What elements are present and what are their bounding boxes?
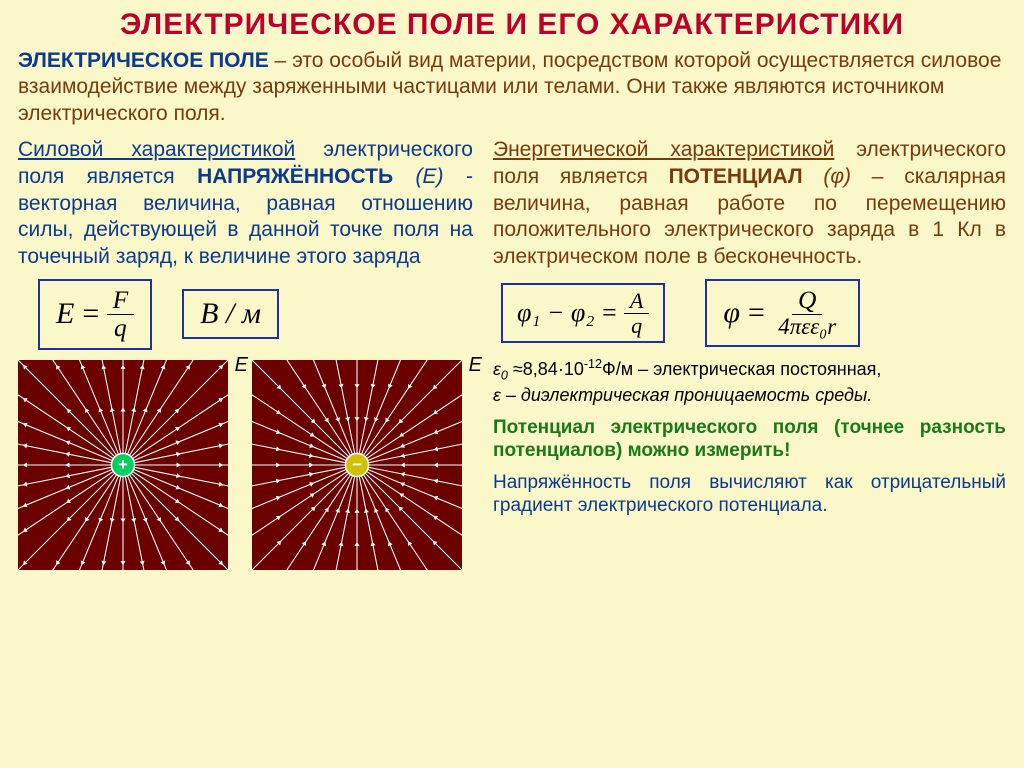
f1-fraction: F q	[107, 287, 135, 342]
diagram-positive-svg: +	[18, 360, 228, 570]
intro-paragraph: ЭЛЕКТРИЧЕСКОЕ ПОЛЕ – это особый вид мате…	[18, 48, 1006, 127]
right-symbol: (φ)	[803, 165, 872, 188]
eps0-mid: ≈8,84·10	[508, 359, 584, 379]
right-underlined: Энергетической характеристикой	[493, 138, 834, 161]
left-keyword: НАПРЯЖЁННОСТЬ	[197, 165, 393, 188]
equals-sign: =	[80, 297, 100, 331]
left-column: Силовой характеристикой электрического п…	[18, 137, 473, 570]
f1-lhs: E	[56, 297, 74, 331]
equals-sign: =	[746, 296, 766, 330]
eps0-post: Ф/м – электрическая постоянная,	[602, 359, 881, 379]
eps-line2: ε – диэлектрическая проницаемость среды.	[493, 385, 872, 405]
left-symbol: (E)	[393, 165, 466, 188]
left-formula-row: E = F q B / м	[38, 279, 473, 350]
page-title: ЭЛЕКТРИЧЕСКОЕ ПОЛЕ И ЕГО ХАРАКТЕРИСТИКИ	[18, 8, 1006, 42]
f1-num: F	[107, 287, 135, 315]
f4-den: 4πεε₀r	[772, 315, 842, 339]
diagram-label-E-1: E	[235, 354, 248, 377]
diagram-positive-charge: + E	[18, 360, 228, 570]
formula-phi-point-charge: φ = Q 4πεε₀r	[705, 279, 860, 347]
diagram-label-E-2: E	[469, 354, 482, 377]
f4-num: Q	[792, 287, 822, 315]
f3-num: A	[624, 289, 650, 313]
formula-unit-V-per-m: B / м	[182, 289, 279, 339]
equals-sign: =	[600, 298, 618, 328]
diagram-negative-svg: −	[252, 360, 462, 570]
slide-page: ЭЛЕКТРИЧЕСКОЕ ПОЛЕ И ЕГО ХАРАКТЕРИСТИКИ …	[0, 0, 1024, 768]
formula-phi-diff: φ₁ − φ₂ = A q	[501, 283, 665, 342]
right-formula-row: φ₁ − φ₂ = A q φ = Q 4πεε₀r	[501, 279, 1006, 347]
f3-lhs: φ₁ − φ₂	[517, 298, 594, 328]
eps0-symbol: ε	[493, 359, 501, 379]
field-diagrams: + E − E	[18, 360, 473, 570]
left-underlined: Силовой характеристикой	[18, 138, 295, 161]
formula-E-eq-F-over-q: E = F q	[38, 279, 152, 350]
intro-lead: ЭЛЕКТРИЧЕСКОЕ ПОЛЕ	[18, 49, 269, 72]
diagram-negative-charge: − E	[252, 360, 462, 570]
constants-block: ε0 ≈8,84·10-12Ф/м – электрическая постоя…	[493, 357, 1006, 407]
f3-den: q	[625, 314, 648, 337]
eps0-sup: -12	[584, 357, 602, 371]
svg-text:−: −	[352, 455, 362, 474]
svg-text:+: +	[118, 455, 128, 474]
right-column: Энергетической характеристикой электриче…	[493, 137, 1006, 570]
f4-lhs: φ	[723, 296, 740, 330]
left-paragraph: Силовой характеристикой электрического п…	[18, 137, 473, 271]
green-paragraph: Потенциал электрического поля (точнее ра…	[493, 417, 1006, 463]
two-columns: Силовой характеристикой электрического п…	[18, 137, 1006, 570]
right-keyword: ПОТЕНЦИАЛ	[669, 165, 803, 188]
blue-paragraph: Напряжённость поля вычисляют как отрицат…	[493, 472, 1006, 518]
eps0-sub: 0	[501, 369, 508, 383]
f1-den: q	[108, 315, 133, 342]
right-paragraph: Энергетической характеристикой электриче…	[493, 137, 1006, 271]
f3-fraction: A q	[624, 289, 650, 336]
f4-fraction: Q 4πεε₀r	[772, 287, 842, 339]
